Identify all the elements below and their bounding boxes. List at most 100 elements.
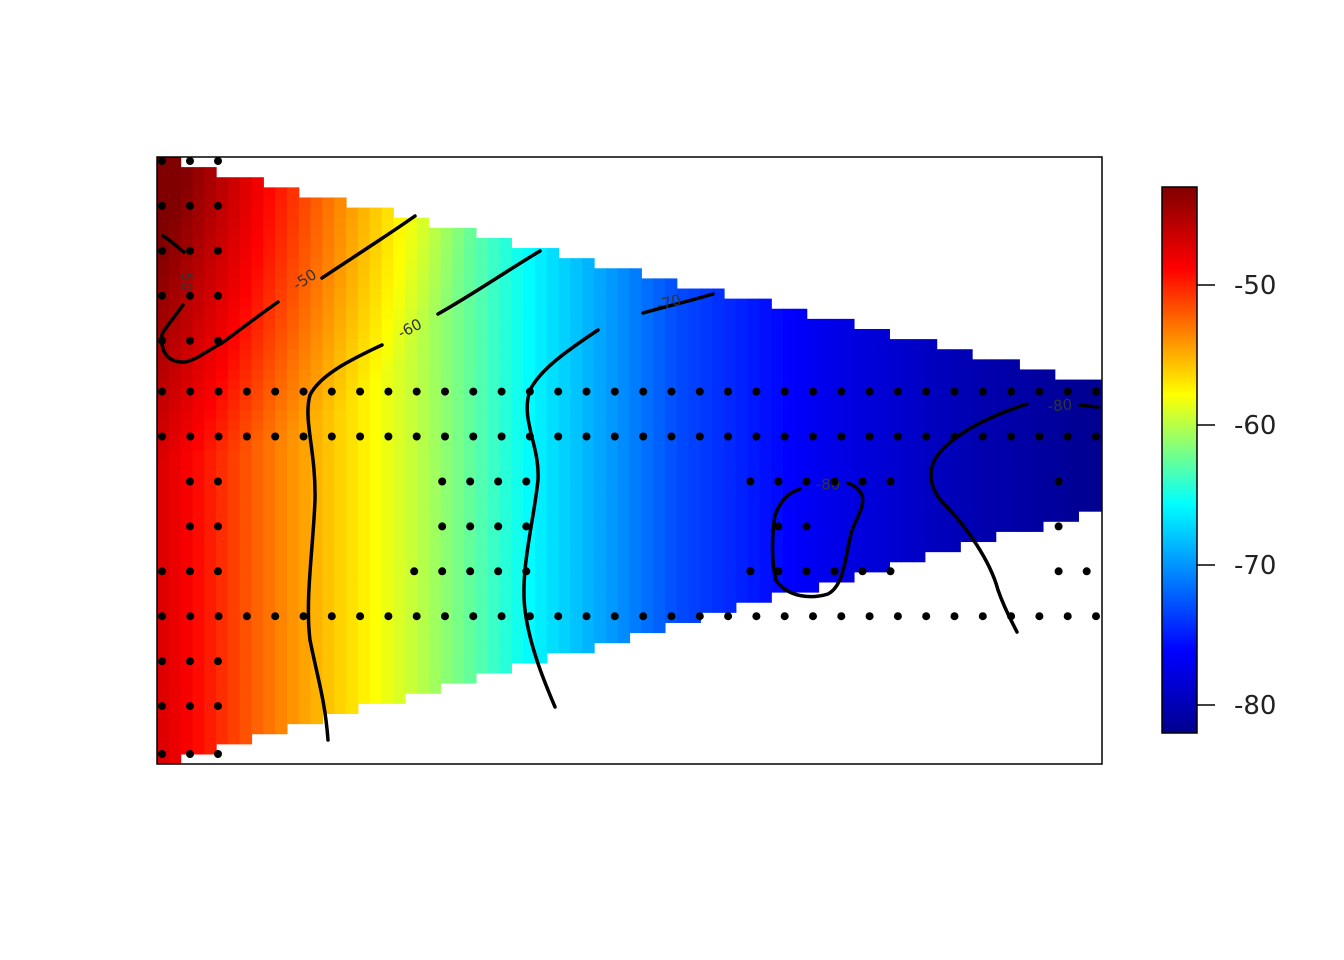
heatmap-cell (771, 470, 784, 482)
heatmap-cell (594, 612, 607, 623)
heatmap-cell (369, 430, 383, 441)
heatmap-cell (535, 571, 548, 583)
heatmap-cell (180, 359, 194, 371)
heatmap-cell (936, 389, 950, 401)
heatmap-cell (251, 500, 264, 512)
heatmap-cell (759, 571, 772, 583)
heatmap-cell (759, 339, 772, 350)
heatmap-cell (511, 581, 524, 593)
heatmap-cell (913, 349, 926, 360)
heatmap-cell (334, 268, 347, 279)
heatmap-cell (475, 440, 489, 451)
heatmap-cell (842, 571, 855, 583)
heatmap-cell (346, 389, 359, 401)
heatmap-cell (617, 480, 631, 492)
heatmap-cell (960, 460, 973, 472)
heatmap-cell (239, 308, 253, 320)
heatmap-cell (227, 581, 241, 593)
heatmap-cell (334, 207, 347, 219)
heatmap-cell (357, 369, 371, 381)
heatmap-cell (334, 683, 347, 694)
heatmap-cell (157, 409, 170, 421)
heatmap-cell (960, 369, 973, 381)
heatmap-cell (251, 612, 264, 623)
heatmap-cell (735, 470, 749, 482)
heatmap-cell (263, 490, 276, 502)
heatmap-cell (546, 268, 560, 279)
heatmap-cell (664, 551, 678, 563)
heatmap-cell (298, 703, 312, 715)
heatmap-cell (735, 440, 749, 451)
heatmap-cell (227, 632, 241, 644)
heatmap-cell (913, 541, 926, 553)
heatmap-cell (216, 500, 229, 512)
heatmap-cell (995, 490, 1009, 502)
heatmap-cell (759, 369, 772, 381)
heatmap-cell (157, 440, 170, 451)
heatmap-cell (865, 561, 879, 573)
heatmap-cell (830, 420, 843, 431)
heatmap-cell (204, 581, 217, 593)
heatmap-cell (913, 511, 926, 522)
heatmap-cell (783, 308, 796, 320)
heatmap-cell (192, 743, 205, 755)
heatmap-cell (157, 723, 170, 735)
heatmap-cell (901, 541, 914, 553)
heatmap-cell (204, 258, 217, 269)
heatmap-cell (452, 592, 465, 603)
heatmap-cell (1054, 420, 1068, 431)
heatmap-cell (499, 409, 512, 421)
heatmap-cell (227, 683, 241, 694)
measurement-point (865, 432, 874, 441)
heatmap-cell (664, 592, 678, 603)
heatmap-cell (664, 470, 678, 482)
heatmap-cell (322, 642, 335, 654)
heatmap-cell (393, 268, 406, 279)
heatmap-cell (712, 551, 725, 563)
heatmap-cell (180, 470, 194, 482)
heatmap-cell (334, 227, 347, 239)
heatmap-cell (286, 531, 300, 543)
heatmap-cell (475, 288, 489, 300)
heatmap-cell (204, 480, 217, 492)
heatmap-cell (334, 308, 347, 320)
heatmap-cell (558, 642, 572, 654)
heatmap-cell (475, 248, 489, 259)
heatmap-cell (157, 420, 170, 431)
heatmap-cell (168, 409, 182, 421)
heatmap-cell (794, 379, 808, 391)
heatmap-cell (428, 420, 442, 431)
heatmap-cell (499, 521, 512, 532)
heatmap-cell (227, 693, 241, 704)
measurement-point (922, 432, 931, 441)
heatmap-cell (239, 592, 253, 603)
heatmap-cell (487, 409, 501, 421)
heatmap-cell (511, 298, 524, 310)
heatmap-cell (747, 561, 761, 573)
heatmap-cell (452, 511, 465, 522)
heatmap-cell (605, 551, 619, 563)
heatmap-cell (653, 379, 666, 391)
heatmap-cell (428, 561, 442, 573)
heatmap-cell (747, 470, 761, 482)
measurement-point (410, 567, 419, 576)
heatmap-cell (369, 652, 383, 664)
heatmap-cell (972, 430, 985, 441)
heatmap-cell (357, 581, 371, 593)
heatmap-cell (369, 339, 383, 350)
heatmap-cell (239, 217, 253, 229)
measurement-point (469, 612, 478, 621)
heatmap-cell (263, 298, 276, 310)
heatmap-cell (298, 470, 312, 482)
measurement-point (441, 387, 449, 396)
heatmap-cell (239, 521, 253, 532)
heatmap-cell (546, 642, 560, 654)
heatmap-cell (913, 399, 926, 411)
measurement-point (1035, 432, 1044, 441)
heatmap-cell (168, 420, 182, 431)
heatmap-cell (263, 268, 276, 279)
heatmap-cell (853, 450, 867, 462)
heatmap-cell (783, 349, 796, 360)
heatmap-cell (204, 541, 217, 553)
heatmap-cell (227, 288, 241, 300)
